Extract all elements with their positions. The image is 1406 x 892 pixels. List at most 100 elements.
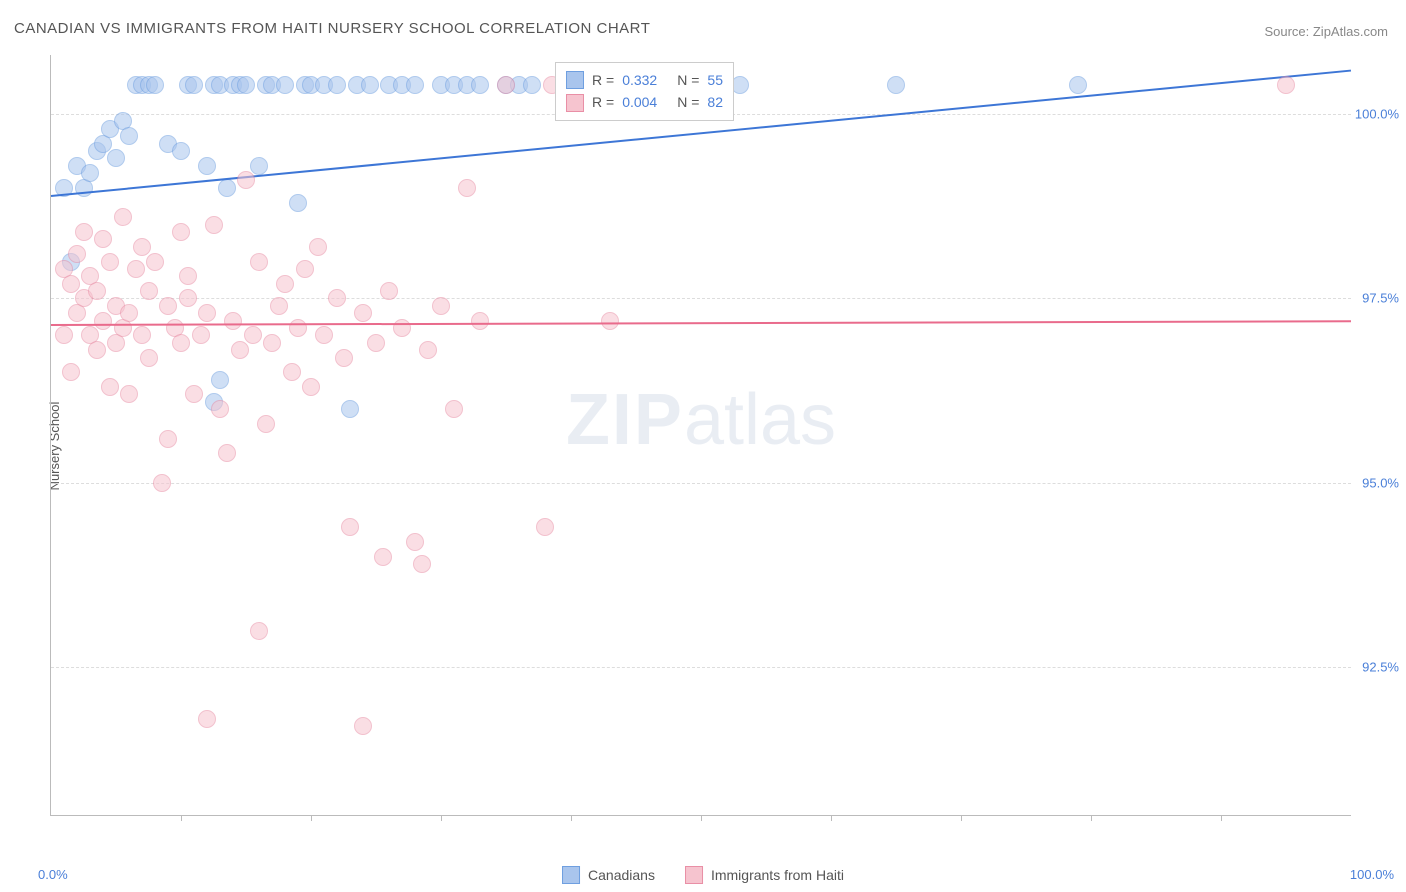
data-point <box>88 341 106 359</box>
data-point <box>354 717 372 735</box>
legend-item: Immigrants from Haiti <box>685 866 844 884</box>
legend-row: R =0.004N =82 <box>566 91 723 113</box>
data-point <box>185 385 203 403</box>
data-point <box>887 76 905 94</box>
data-point <box>413 555 431 573</box>
source-label: Source: ZipAtlas.com <box>1264 24 1388 39</box>
n-value: 55 <box>707 69 723 91</box>
data-point <box>107 149 125 167</box>
data-point <box>62 275 80 293</box>
legend-swatch <box>562 866 580 884</box>
data-point <box>120 385 138 403</box>
legend-label: Immigrants from Haiti <box>711 867 844 883</box>
x-tick <box>1221 815 1222 821</box>
data-point <box>257 415 275 433</box>
data-point <box>198 157 216 175</box>
data-point <box>1277 76 1295 94</box>
data-point <box>471 312 489 330</box>
data-point <box>205 216 223 234</box>
data-point <box>276 76 294 94</box>
x-axis-max-label: 100.0% <box>1350 867 1394 882</box>
x-tick <box>831 815 832 821</box>
data-point <box>406 533 424 551</box>
data-point <box>309 238 327 256</box>
y-tick-label: 95.0% <box>1362 475 1399 490</box>
y-tick-label: 97.5% <box>1362 291 1399 306</box>
data-point <box>185 76 203 94</box>
data-point <box>523 76 541 94</box>
data-point <box>101 378 119 396</box>
data-point <box>140 282 158 300</box>
data-point <box>198 710 216 728</box>
data-point <box>250 622 268 640</box>
data-point <box>159 297 177 315</box>
data-point <box>536 518 554 536</box>
x-tick <box>441 815 442 821</box>
data-point <box>419 341 437 359</box>
data-point <box>354 304 372 322</box>
data-point <box>140 349 158 367</box>
data-point <box>211 371 229 389</box>
data-point <box>68 245 86 263</box>
data-point <box>302 378 320 396</box>
data-point <box>231 341 249 359</box>
x-tick <box>701 815 702 821</box>
data-point <box>335 349 353 367</box>
n-value: 82 <box>707 91 723 113</box>
data-point <box>211 400 229 418</box>
data-point <box>159 430 177 448</box>
legend-swatch <box>566 71 584 89</box>
data-point <box>179 267 197 285</box>
data-point <box>393 319 411 337</box>
data-point <box>276 275 294 293</box>
data-point <box>94 230 112 248</box>
legend-swatch <box>566 94 584 112</box>
data-point <box>244 326 262 344</box>
data-point <box>367 334 385 352</box>
x-tick <box>311 815 312 821</box>
data-point <box>146 253 164 271</box>
data-point <box>458 179 476 197</box>
data-point <box>283 363 301 381</box>
data-point <box>114 208 132 226</box>
x-tick <box>961 815 962 821</box>
data-point <box>88 282 106 300</box>
data-point <box>289 319 307 337</box>
data-point <box>315 326 333 344</box>
data-point <box>172 334 190 352</box>
watermark: ZIPatlas <box>566 379 836 461</box>
chart-plot-area: ZIPatlas 92.5%95.0%97.5%100.0% <box>50 55 1351 816</box>
data-point <box>497 76 515 94</box>
data-point <box>127 260 145 278</box>
data-point <box>218 444 236 462</box>
data-point <box>432 297 450 315</box>
correlation-legend: R =0.332N =55R =0.004N =82 <box>555 62 734 121</box>
trend-line <box>51 321 1351 327</box>
data-point <box>471 76 489 94</box>
data-point <box>62 363 80 381</box>
gridline <box>51 298 1351 299</box>
data-point <box>289 194 307 212</box>
data-point <box>94 312 112 330</box>
r-value: 0.332 <box>622 69 657 91</box>
gridline <box>51 483 1351 484</box>
data-point <box>81 164 99 182</box>
data-point <box>250 253 268 271</box>
legend-label: Canadians <box>588 867 655 883</box>
data-point <box>341 400 359 418</box>
data-point <box>270 297 288 315</box>
x-tick <box>181 815 182 821</box>
data-point <box>198 304 216 322</box>
x-axis-min-label: 0.0% <box>38 867 68 882</box>
y-tick-label: 100.0% <box>1355 107 1399 122</box>
data-point <box>224 312 242 330</box>
data-point <box>192 326 210 344</box>
data-point <box>341 518 359 536</box>
data-point <box>361 76 379 94</box>
data-point <box>237 171 255 189</box>
n-label: N = <box>677 69 699 91</box>
data-point <box>153 474 171 492</box>
data-point <box>1069 76 1087 94</box>
data-point <box>237 76 255 94</box>
data-point <box>101 253 119 271</box>
